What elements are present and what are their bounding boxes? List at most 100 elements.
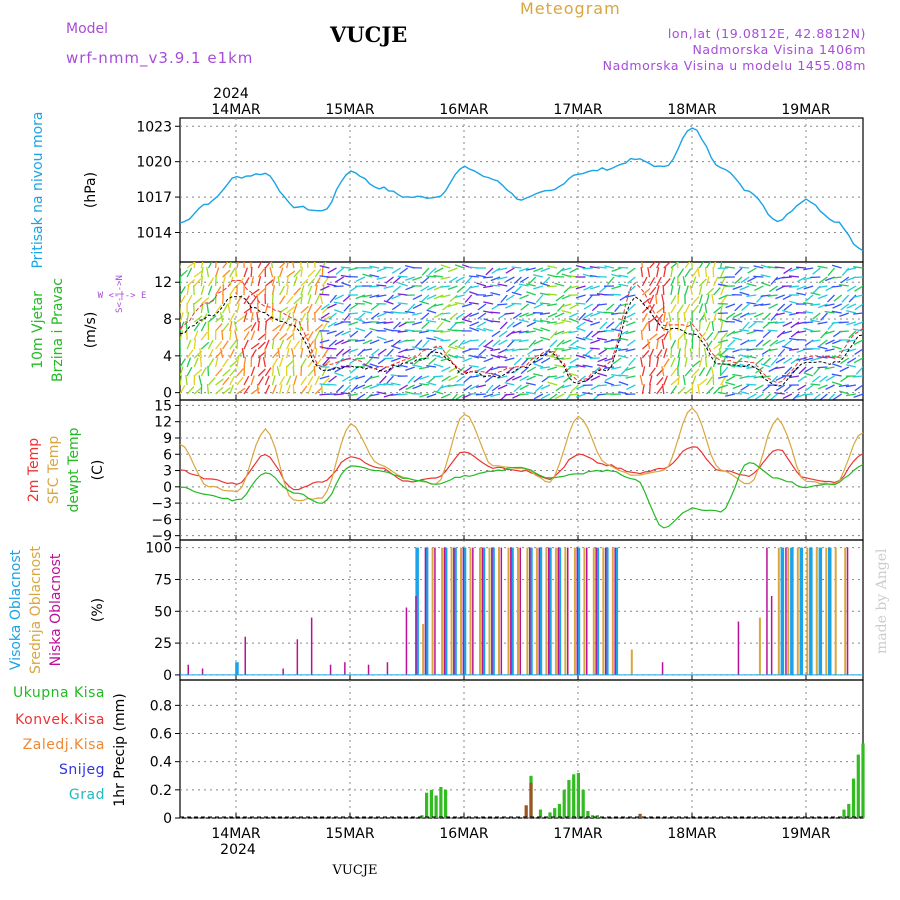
wind-arrow: [845, 393, 856, 397]
wind-arrow: [293, 375, 298, 386]
wind-arrow: [691, 368, 700, 377]
wind-arrow: [440, 312, 451, 315]
wind-arrow: [186, 366, 193, 377]
wind-arrow: [656, 313, 664, 323]
wind-arrow: [532, 373, 543, 377]
wind-arrow: [341, 281, 351, 287]
wind-arrow: [398, 384, 409, 391]
wind-arrow: [618, 274, 629, 278]
wind-arrow: [618, 337, 629, 341]
wind-arrow: [704, 267, 708, 278]
precip-unit: 1hr Precip (mm): [112, 693, 128, 806]
wind-arrow: [383, 300, 394, 305]
wind-arrow: [236, 315, 246, 323]
wind-arrow: [734, 267, 743, 276]
panel-cloud: 0 25 50 75 100 Visoka Oblacnost Srednja Oblacn…: [8, 539, 864, 684]
wind-arrow: [326, 347, 337, 350]
wind-arrow: [451, 393, 458, 400]
wind-arrow: [229, 375, 235, 386]
high-cloud-bar: [453, 547, 457, 675]
wind-arrow: [433, 375, 444, 378]
wind-arrow: [369, 393, 380, 397]
wind-arrow: [286, 295, 294, 305]
wind-arrow: [320, 329, 323, 341]
wind-arrow: [200, 321, 207, 332]
low-cloud-bar: [310, 617, 313, 675]
wind-arrow: [732, 330, 743, 334]
wind-arrow: [193, 262, 196, 269]
wind-arrow: [376, 383, 387, 386]
wind-arrow: [706, 287, 715, 296]
wind-arrow: [591, 366, 601, 375]
wind-arrow: [817, 285, 828, 289]
wind-arrow: [335, 357, 345, 366]
wind-arrow: [369, 285, 380, 288]
wind-arrow: [789, 285, 800, 288]
wind-arrow: [349, 330, 359, 338]
total-rain-bar: [557, 803, 561, 818]
wind-arrow: [469, 326, 480, 332]
y-tick-label: −6: [151, 512, 172, 528]
wind-arrow: [718, 339, 728, 344]
wind-arrow: [568, 346, 579, 350]
wind-arrow: [819, 375, 828, 383]
wind-arrow: [846, 267, 857, 271]
wind-arrow: [422, 339, 430, 348]
wind-arrow: [457, 339, 466, 349]
wind-arrow: [561, 319, 572, 323]
high-cloud-bar: [443, 547, 448, 675]
wind-arrow: [186, 312, 190, 323]
wind-arrow: [447, 267, 458, 273]
wind-ylabel-2: Brzina i Pravac: [50, 278, 66, 382]
wind-arrow: [684, 262, 691, 269]
wind-arrow: [796, 292, 807, 296]
wind-arrow: [663, 277, 671, 287]
wind-arrow: [484, 339, 494, 347]
high-cloud-bar: [818, 547, 823, 675]
wind-arrow: [313, 365, 316, 377]
wind-arrow: [539, 292, 551, 296]
wind-arrow: [314, 285, 318, 296]
wind-arrow: [476, 282, 487, 287]
wind-arrow: [292, 329, 295, 341]
wind-arrow: [300, 305, 309, 314]
wind-arrow: [649, 333, 658, 341]
low-cloud-bar: [367, 664, 370, 675]
wind-arrow: [286, 262, 289, 269]
wind-arrow: [620, 366, 629, 375]
mid-cloud-bar: [630, 649, 633, 675]
wind-arrow: [604, 375, 615, 382]
wind-arrow: [306, 320, 309, 332]
top-day-label: 18MAR: [667, 102, 716, 118]
mid-cloud-bar: [545, 547, 548, 675]
wind-arrow: [720, 285, 726, 296]
low-cloud-bar: [576, 547, 578, 675]
wind-arrow: [775, 339, 785, 345]
wind-arrow: [788, 348, 800, 351]
wind-arrow: [684, 387, 694, 395]
wind-arrow: [490, 348, 501, 352]
wind-arrow: [677, 268, 685, 278]
wind-arrow: [518, 393, 529, 396]
low-cloud-bar: [415, 596, 417, 675]
wind-arrow: [397, 275, 408, 278]
wind-arrow: [569, 267, 579, 274]
wind-arrow: [628, 357, 636, 366]
wind-arrow: [469, 321, 480, 327]
wind-arrow: [788, 375, 800, 379]
wind-arrow: [789, 267, 800, 272]
wind-arrow: [440, 264, 451, 269]
wind-arrow: [611, 267, 622, 273]
wind-arrow: [497, 303, 508, 306]
wind-arrow: [790, 330, 800, 338]
wind-arrow: [229, 312, 236, 323]
wind-arrow: [498, 339, 508, 346]
wind-arrow: [376, 391, 387, 395]
wind-arrow: [483, 357, 494, 363]
wind-arrow: [705, 321, 711, 332]
wind-arrow: [340, 266, 351, 269]
wind-arrow: [596, 266, 607, 269]
wind-arrow: [222, 322, 230, 332]
wind-arrow: [625, 294, 636, 298]
wind-arrow: [575, 393, 586, 398]
